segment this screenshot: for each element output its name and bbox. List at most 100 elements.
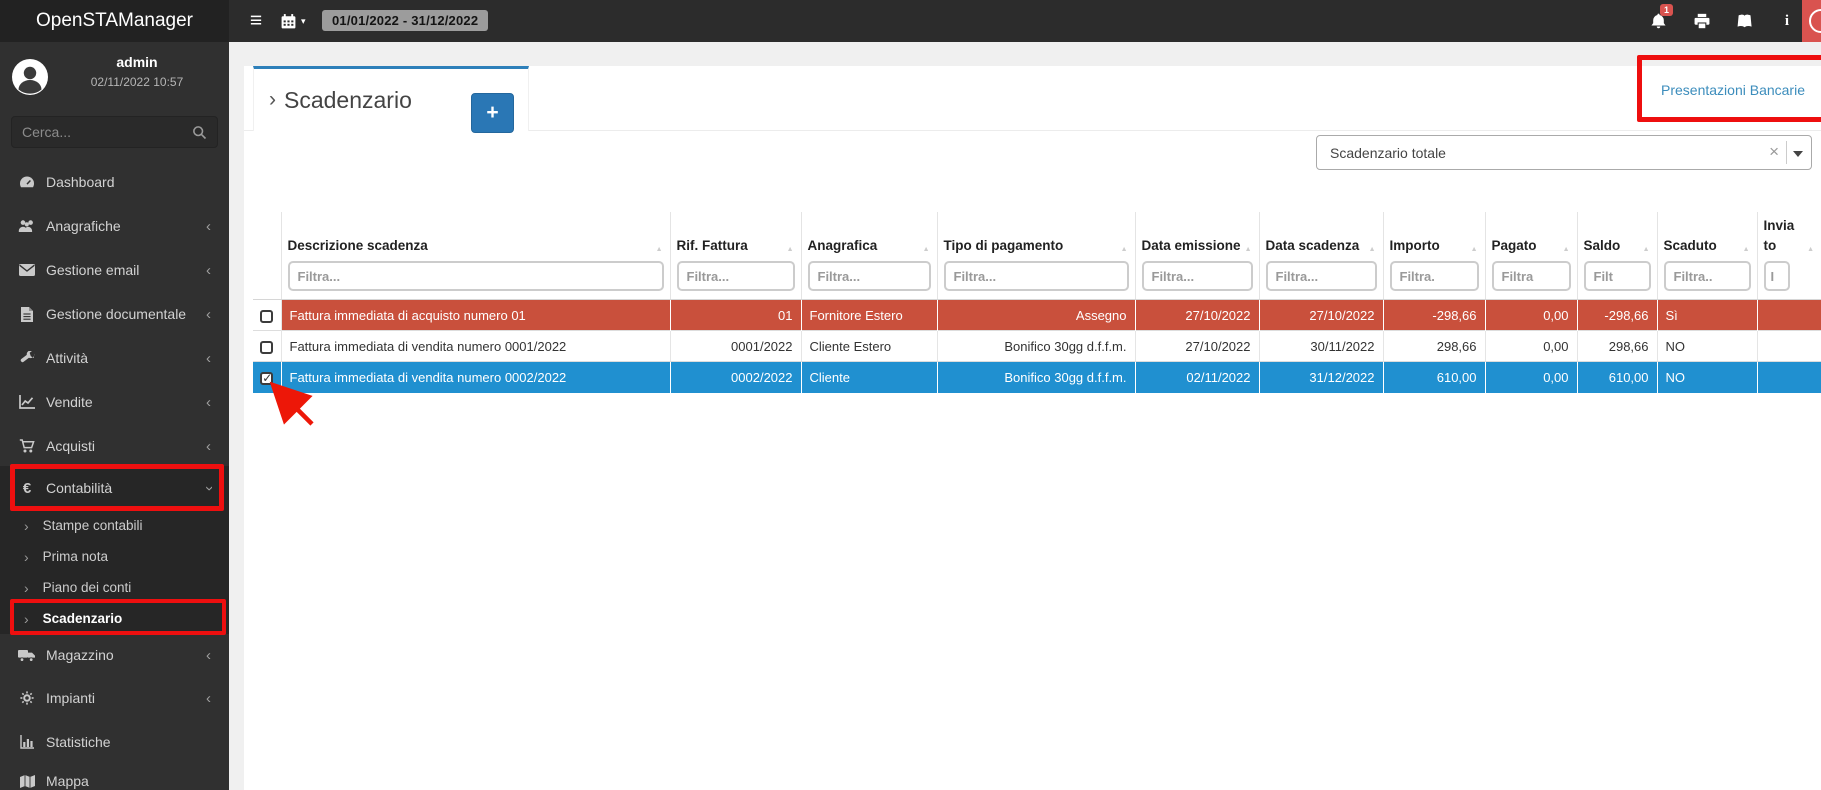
cell-data-emissione: 27/10/2022 — [1135, 299, 1260, 331]
cell-rif-fattura: 01 — [670, 299, 802, 331]
header-data-emissione[interactable]: Data emissione ▲ — [1135, 212, 1260, 301]
users-icon — [18, 220, 33, 232]
header-saldo[interactable]: Saldo ▲ — [1577, 212, 1658, 301]
table-row-selected[interactable]: ✓ Fattura immediata di vendita numero 00… — [253, 361, 1821, 393]
cell-anagrafica: Cliente Estero — [801, 330, 938, 363]
sidebar-subitem-piano-dei-conti[interactable]: › Piano dei conti — [24, 579, 132, 596]
sidebar-subitem-prima-nota[interactable]: › Prima nota — [24, 548, 108, 565]
docs-button[interactable] — [1727, 0, 1763, 42]
cell-scaduto: NO — [1657, 330, 1758, 363]
chevron-left-icon: ‹ — [206, 646, 211, 664]
sidebar-item-acquisti[interactable]: Acquisti ‹ — [0, 424, 229, 468]
header-inviato[interactable]: Inviato ▲ — [1757, 212, 1821, 301]
profile-button-partial[interactable] — [1802, 0, 1821, 42]
search-input[interactable] — [22, 117, 187, 147]
sidebar-item-statistiche[interactable]: Statistiche — [0, 720, 229, 764]
cell-rif-fattura: 0001/2022 — [670, 330, 802, 363]
sub-caret-icon: › — [24, 517, 29, 534]
row-checkbox[interactable]: ✓ — [260, 340, 274, 354]
contabilita-open-section — [0, 466, 229, 634]
sort-icon: ▲ — [1120, 246, 1128, 254]
filter-tipo-pagamento-input[interactable] — [943, 261, 1129, 292]
filter-rif-fattura-input[interactable] — [676, 261, 795, 292]
sidebar-item-contabilita[interactable]: € Contabilità ‹ — [0, 466, 229, 510]
header-data-scadenza[interactable]: Data scadenza ▲ — [1259, 212, 1384, 301]
tab-scadenzario[interactable]: › Scadenzario + — [253, 66, 529, 133]
notifications-button[interactable] — [1640, 0, 1676, 42]
filter-descrizione-input[interactable] — [287, 261, 664, 292]
page-title: Scadenzario — [284, 86, 412, 113]
sidebar-item-magazzino[interactable]: Magazzino ‹ — [0, 633, 229, 677]
sidebar-item-anagrafiche[interactable]: Anagrafiche ‹ — [0, 204, 229, 248]
equipment-icon — [20, 691, 34, 705]
sort-icon: ▲ — [1562, 246, 1570, 254]
sidebar-search — [11, 116, 218, 148]
sidebar-subitem-stampe-contabili[interactable]: › Stampe contabili — [24, 517, 143, 534]
sidebar-item-gestione-email[interactable]: Gestione email ‹ — [0, 248, 229, 292]
table-row[interactable]: ✓ Fattura immediata di acquisto numero 0… — [253, 299, 1821, 331]
sort-icon: ▲ — [655, 246, 663, 254]
sidebar-item-vendite[interactable]: Vendite ‹ — [0, 380, 229, 424]
cell-pagato: 0,00 — [1485, 299, 1578, 331]
add-record-button[interactable]: + — [471, 93, 514, 133]
chevron-down-icon: ‹ — [200, 485, 217, 491]
print-button[interactable] — [1684, 0, 1720, 42]
cell-saldo: -298,66 — [1577, 299, 1658, 331]
calendar-icon — [281, 13, 296, 28]
bar-chart-icon — [20, 735, 34, 749]
info-button[interactable]: i — [1769, 0, 1805, 42]
hamburger-icon: ≡ — [249, 9, 263, 32]
header-tipo-pagamento[interactable]: Tipo di pagamento ▲ — [937, 212, 1136, 301]
printer-icon — [1694, 13, 1710, 29]
header-pagato[interactable]: Pagato ▲ — [1485, 212, 1578, 301]
cell-tipo-pagamento: Bonifico 30gg d.f.f.m. — [937, 330, 1136, 363]
sidebar-item-gestione-documentale[interactable]: Gestione documentale ‹ — [0, 292, 229, 336]
sidebar-subitem-scadenzario[interactable]: › Scadenzario — [24, 610, 123, 627]
filter-pagato-input[interactable] — [1491, 261, 1571, 292]
sidebar-item-mappa[interactable]: Mappa — [0, 759, 229, 790]
header-rif-fattura[interactable]: Rif. Fattura ▲ — [670, 212, 802, 301]
sidebar-toggle-button[interactable]: ≡ — [240, 0, 272, 42]
cell-descrizione: Fattura immediata di vendita numero 0001… — [281, 330, 671, 363]
filter-inviato-input[interactable] — [1763, 261, 1790, 292]
chevron-left-icon: ‹ — [206, 261, 211, 279]
filter-scaduto-input[interactable] — [1663, 261, 1751, 292]
scadenzario-filter-select[interactable]: Scadenzario totale × — [1316, 135, 1812, 170]
sidebar: admin 02/11/2022 10:57 Dashboard Anagraf… — [0, 42, 229, 790]
filter-importo-input[interactable] — [1389, 261, 1479, 292]
filter-data-scadenza-input[interactable] — [1265, 261, 1377, 292]
sidebar-item-dashboard[interactable]: Dashboard — [0, 160, 229, 204]
cell-inviato — [1757, 299, 1821, 331]
search-icon[interactable] — [192, 125, 207, 140]
filter-anagrafica-input[interactable] — [807, 261, 931, 292]
sidebar-item-impianti[interactable]: Impianti ‹ — [0, 676, 229, 720]
table-row[interactable]: ✓ Fattura immediata di vendita numero 00… — [253, 330, 1821, 363]
date-range-badge[interactable]: 01/01/2022 - 31/12/2022 — [322, 10, 489, 31]
row-checkbox[interactable]: ✓ — [260, 371, 274, 385]
sort-icon: ▲ — [1807, 246, 1814, 254]
cell-data-emissione: 27/10/2022 — [1135, 330, 1260, 363]
document-icon — [21, 306, 33, 322]
cell-data-scadenza: 30/11/2022 — [1259, 330, 1384, 363]
filter-data-emissione-input[interactable] — [1141, 261, 1253, 292]
header-anagrafica[interactable]: Anagrafica ▲ — [801, 212, 938, 301]
header-descrizione[interactable]: Descrizione scadenza ▲ — [281, 212, 671, 301]
sub-caret-icon: › — [24, 548, 29, 565]
header-scaduto[interactable]: Scaduto ▲ — [1657, 212, 1758, 301]
row-checkbox[interactable]: ✓ — [260, 309, 274, 323]
avatar — [12, 59, 48, 95]
presentazioni-bancarie-link[interactable]: Presentazioni Bancarie — [1661, 82, 1805, 98]
clear-selection-icon[interactable]: × — [1769, 142, 1779, 161]
header-importo[interactable]: Importo ▲ — [1383, 212, 1486, 301]
table-header-row: Descrizione scadenza ▲ Rif. Fattura ▲ An… — [253, 212, 1821, 301]
sidebar-item-attivita[interactable]: Attività ‹ — [0, 336, 229, 380]
header-checkbox-column — [253, 212, 282, 301]
plus-icon: + — [486, 101, 499, 124]
cell-scaduto: Sì — [1657, 299, 1758, 331]
select-divider — [1786, 141, 1787, 164]
cell-descrizione: Fattura immediata di acquisto numero 01 — [281, 299, 671, 331]
period-picker-button[interactable]: ▾ — [280, 0, 306, 42]
select-caret-icon[interactable] — [1793, 151, 1803, 157]
filter-saldo-input[interactable] — [1583, 261, 1651, 292]
